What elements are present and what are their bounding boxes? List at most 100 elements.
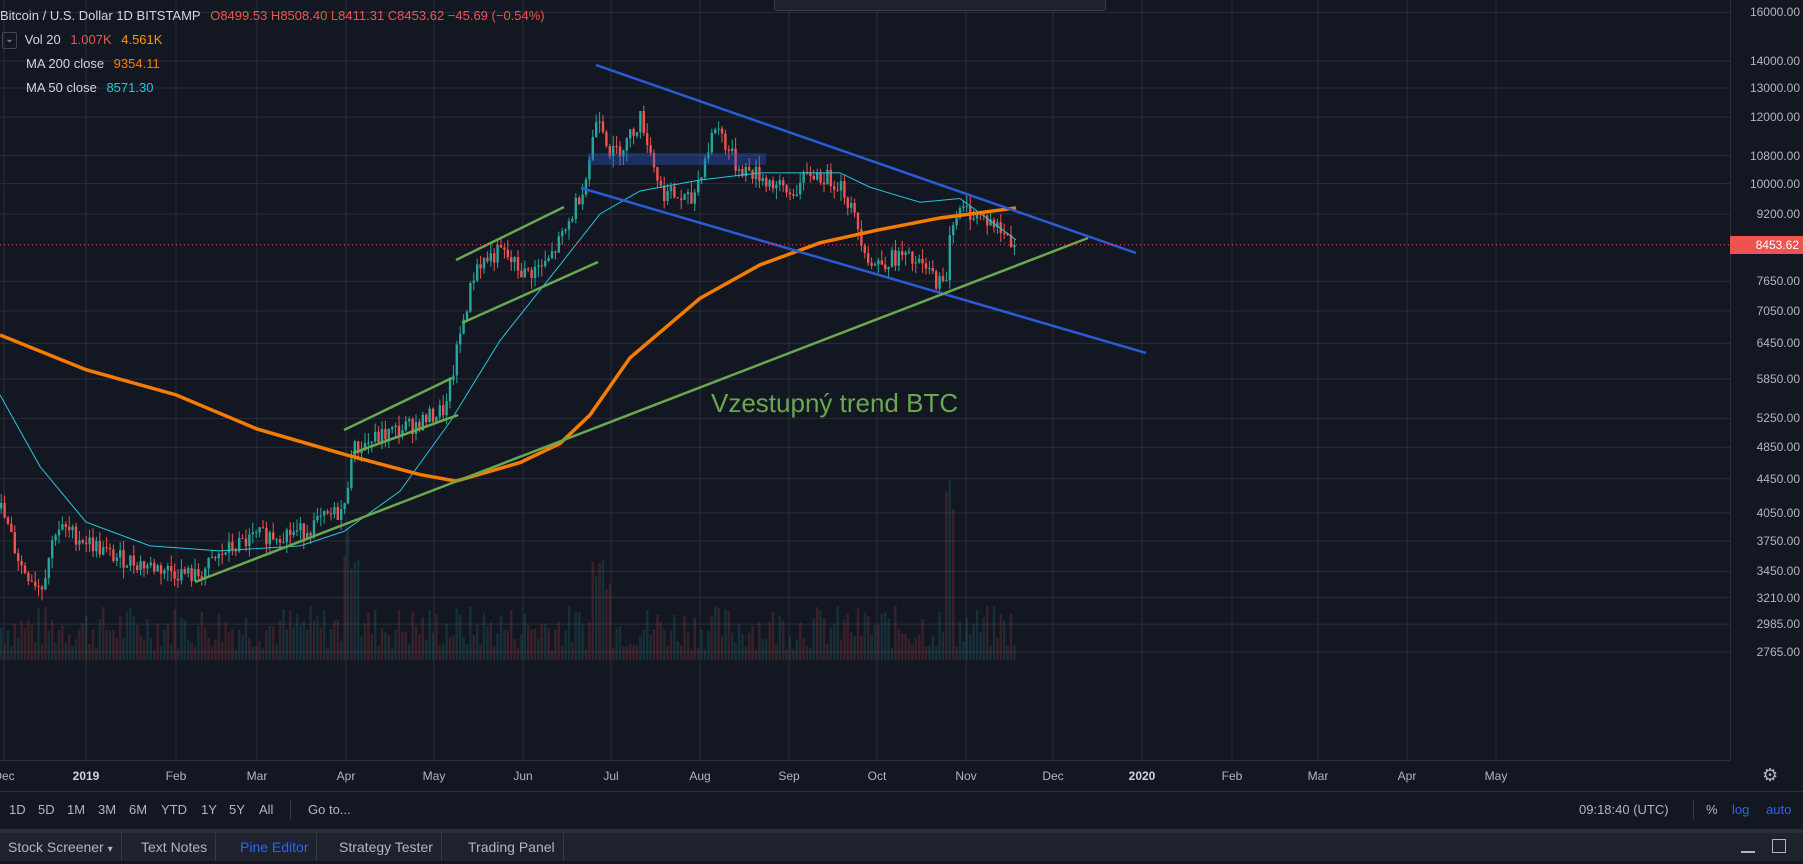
candle-body xyxy=(319,515,322,517)
range-1y-button[interactable]: 1Y xyxy=(201,802,217,817)
tab-trading-panel[interactable]: Trading Panel xyxy=(460,833,564,861)
range-1d-button[interactable]: 1D xyxy=(9,802,26,817)
goto-button[interactable]: Go to... xyxy=(308,802,351,817)
range-3m-button[interactable]: 3M xyxy=(98,802,117,817)
candle-body xyxy=(775,184,778,189)
price-chart[interactable]: Vzestupný trend BTC xyxy=(0,0,1730,760)
tab-pine-editor[interactable]: Pine Editor xyxy=(232,833,318,861)
candle-body xyxy=(37,586,40,588)
volume-bar xyxy=(71,646,74,660)
candle-body xyxy=(887,267,890,270)
price-tick-label: 13000.00 xyxy=(1749,81,1800,95)
log-toggle[interactable]: log xyxy=(1732,802,1750,817)
candle-body xyxy=(391,427,394,430)
percent-toggle[interactable]: % xyxy=(1706,802,1718,817)
candle-body xyxy=(23,565,27,573)
volume-bar xyxy=(734,642,737,660)
candle-body xyxy=(200,576,203,579)
volume-bar xyxy=(472,634,475,660)
price-axis[interactable]: 16000.00 14000.00 13000.00 12000.00 10800.00… xyxy=(1730,0,1803,760)
range-6m-button[interactable]: 6M xyxy=(129,802,148,817)
volume-bar xyxy=(697,648,700,660)
volume-bar xyxy=(105,630,108,660)
volume-bar xyxy=(37,607,40,660)
chevron-down-icon[interactable]: ⌄ xyxy=(2,32,17,50)
volume-bar xyxy=(448,637,452,660)
legend-indicator-ma200[interactable]: MA 200 close 9354.11 xyxy=(0,52,545,76)
volume-bar xyxy=(962,641,965,660)
range-1m-button[interactable]: 1M xyxy=(67,802,86,817)
candle-body xyxy=(741,169,744,177)
volume-bar xyxy=(193,646,197,660)
range-ytd-button[interactable]: YTD xyxy=(161,802,187,817)
top-toolbar-widget[interactable] xyxy=(774,0,1106,11)
tab-strategy-tester[interactable]: Strategy Tester xyxy=(331,833,442,861)
range-5d-button[interactable]: 5D xyxy=(38,802,55,817)
candle-body xyxy=(272,532,275,540)
price-tick-label: 7050.00 xyxy=(1756,303,1800,318)
volume-bar xyxy=(703,649,707,660)
volume-bar xyxy=(520,634,523,660)
volume-bar xyxy=(588,622,591,660)
time-axis[interactable]: Dec 2019 Feb Mar Apr May Jun Jul Aug Sep Oct Nov Dec… xyxy=(0,760,1730,792)
volume-bar xyxy=(30,624,33,660)
candle-body xyxy=(91,537,95,552)
candle-body xyxy=(414,421,418,434)
auto-toggle[interactable]: auto xyxy=(1766,802,1792,817)
volume-bar xyxy=(785,649,788,660)
ohlc-values: O8499.53 H8508.40 L8411.31 C8453.62 −45.… xyxy=(210,8,545,23)
volume-bar xyxy=(482,612,486,660)
candle-body xyxy=(285,529,288,543)
candle-body xyxy=(261,527,265,529)
legend-indicator-ma50[interactable]: MA 50 close 8571.30 xyxy=(0,76,545,100)
range-5y-button[interactable]: 5Y xyxy=(229,802,245,817)
candle-body xyxy=(520,270,523,278)
minimize-icon[interactable] xyxy=(1741,851,1755,853)
candle-body xyxy=(690,192,693,204)
volume-bar xyxy=(210,647,214,660)
candle-body xyxy=(234,550,237,552)
candle-body xyxy=(57,529,61,536)
candle-body xyxy=(663,185,666,201)
tab-stock-screener[interactable]: Stock Screener ▾ xyxy=(0,833,122,861)
volume-bar xyxy=(513,638,516,660)
time-tick-label: Mar xyxy=(246,769,268,783)
volume-bar xyxy=(584,649,588,660)
candle-body xyxy=(445,401,448,416)
candle-body xyxy=(81,540,84,543)
candle-body xyxy=(275,539,278,541)
volume-bar xyxy=(401,631,404,660)
volume-bar xyxy=(829,627,832,660)
volume-bar xyxy=(622,645,625,660)
candle-body xyxy=(788,192,792,195)
range-all-button[interactable]: All xyxy=(259,802,274,817)
candle-body xyxy=(904,252,907,256)
volume-bar xyxy=(754,649,758,660)
volume-bar xyxy=(445,623,448,660)
volume-bar xyxy=(717,608,720,660)
volume-bar xyxy=(391,647,394,660)
volume-bar xyxy=(618,626,622,660)
volume-bar xyxy=(10,646,13,660)
gear-icon[interactable]: ⚙ xyxy=(1762,765,1779,785)
volume-bar xyxy=(465,644,469,660)
candle-body xyxy=(941,276,945,281)
utc-clock[interactable]: 09:18:40 (UTC) xyxy=(1579,802,1669,817)
candle-body xyxy=(924,263,928,269)
candle-body xyxy=(571,219,574,222)
candle-body xyxy=(999,222,1002,234)
candle-body xyxy=(493,253,496,263)
symbol-title[interactable]: Bitcoin / U.S. Dollar 1D BITSTAMP xyxy=(0,8,201,23)
tab-text-notes[interactable]: Text Notes xyxy=(133,833,217,861)
maximize-icon[interactable] xyxy=(1772,839,1786,853)
candle-body xyxy=(666,191,669,201)
legend-indicator-vol[interactable]: ⌄ Vol 20 1.007K 4.561K xyxy=(0,28,545,52)
candle-body xyxy=(744,166,747,177)
candle-body xyxy=(907,251,911,253)
volume-bar xyxy=(642,629,645,660)
volume-bar xyxy=(758,621,761,660)
volume-bar xyxy=(788,636,792,660)
volume-bar xyxy=(860,635,863,660)
candle-body xyxy=(428,408,431,423)
volume-bar xyxy=(112,629,115,660)
